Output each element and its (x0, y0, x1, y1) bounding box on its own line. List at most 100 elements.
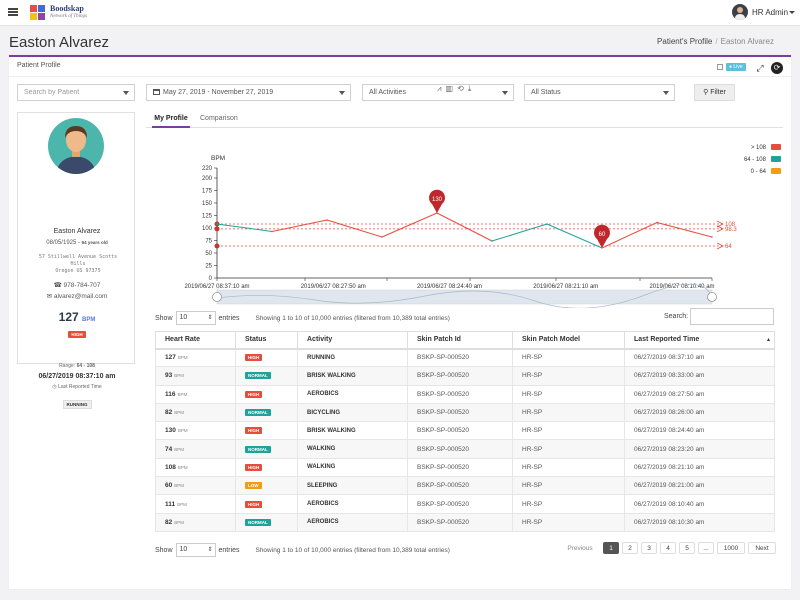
page-size-value: 10 (179, 314, 188, 321)
table-row: 60 BPM LOW SLEEPING BSKP-SP-000520 HR-SP 06/27… (155, 476, 775, 496)
patch-id-cell: BSKP-SP-000520 (407, 366, 513, 386)
patch-id-cell: BSKP-SP-000520 (407, 402, 513, 423)
table-row: 93 BPM NORMAL BRISK WALKING BSKP-SP-000520 HR… (155, 366, 775, 386)
status-cell: HIGH (235, 421, 298, 441)
column-header[interactable]: Status (235, 331, 298, 350)
y-axis-label: BPM (211, 155, 225, 162)
heart-rate-cell: 116 BPM (155, 384, 236, 404)
menu-icon[interactable] (8, 8, 18, 16)
patch-id-cell: BSKP-SP-000520 (407, 384, 513, 404)
data-point (546, 223, 548, 225)
y-tick-label: 175 (202, 189, 213, 195)
expand-icon[interactable]: ⤢ (756, 63, 764, 73)
table-row: 82 BPM NORMAL AEROBICS BSKP-SP-000520 HR-SP 06… (155, 512, 775, 532)
status-badge: NORMAL (245, 372, 271, 380)
threshold-marker (214, 226, 220, 232)
pagination-previous[interactable]: Previous (567, 545, 593, 552)
breadcrumb-link[interactable]: Patient's Profile (657, 37, 713, 46)
patient-search-select[interactable] (17, 84, 135, 101)
heart-rate-value: 82 (165, 409, 173, 417)
dob-value: 08/05/1925 (46, 240, 77, 246)
filter-button[interactable]: ⚲ Filter (694, 84, 735, 101)
address-line: Oregon US 97375 (55, 268, 101, 274)
pagination-page[interactable]: 1 (603, 542, 619, 554)
legend-item[interactable]: > 108 (751, 144, 781, 151)
user-menu-label[interactable]: HR Admin (752, 8, 789, 17)
divider (9, 76, 791, 77)
clock-icon: ◷ (52, 384, 57, 390)
pagination-page[interactable]: 4 (660, 542, 676, 554)
column-header[interactable]: Skin Patch Id (407, 331, 513, 350)
bpm-unit: BPM (174, 483, 184, 489)
pagination-ellipsis: ... (698, 542, 714, 554)
activity-select[interactable]: All Activities (362, 84, 514, 101)
heart-rate-value: 93 (165, 372, 173, 380)
breadcrumb: Patient's Profile / Easton Alvarez (657, 37, 774, 46)
activity-cell: RUNNING (297, 347, 408, 368)
zoom-handle-right[interactable] (707, 292, 717, 302)
live-checkbox[interactable] (717, 64, 723, 70)
status-select[interactable]: All Status (524, 84, 675, 101)
heart-rate-value: 130 (165, 427, 176, 435)
user-avatar[interactable] (732, 4, 748, 20)
status-cell: HIGH (235, 384, 298, 404)
column-header[interactable]: Skin Patch Model (512, 331, 625, 350)
data-point (491, 240, 493, 242)
line-chart-icon[interactable]: ⩘ (437, 84, 446, 93)
pagination-page[interactable]: 1000 (717, 542, 745, 554)
bpm-unit: BPM (177, 355, 188, 361)
activity-select-value: All Activities (369, 89, 406, 96)
patch-model-cell: HR-SP (512, 457, 625, 478)
reported-time-cell: 06/27/2019 08:10:40 am (624, 494, 775, 514)
column-header[interactable]: Activity (297, 331, 408, 350)
status-badge: HIGH (245, 463, 263, 471)
chevron-updown-icon (663, 91, 669, 95)
reported-label: ◷ Last Reported Time (18, 384, 136, 390)
pagination-page[interactable]: 2 (622, 542, 638, 554)
reported-time-cell: 06/27/2019 08:27:50 am (624, 384, 775, 404)
tab-comparison[interactable]: Comparison (200, 115, 238, 122)
activity-cell: BICYCLING (297, 402, 408, 423)
legend-item[interactable]: 64 - 108 (744, 156, 781, 163)
status-cell: NORMAL (235, 402, 298, 423)
patch-id-cell: BSKP-SP-000520 (407, 476, 513, 496)
legend-item[interactable]: 0 - 64 (751, 168, 781, 175)
live-badge[interactable]: ● Live (726, 63, 746, 71)
bpm-unit: BPM (174, 519, 184, 525)
pagination-page[interactable]: 3 (641, 542, 657, 554)
activity-badge: RUNNING (62, 400, 92, 409)
series-segment (436, 212, 493, 242)
caret-down-icon[interactable] (789, 11, 795, 14)
reported-label-text: Last Reported Time (58, 384, 102, 390)
bar-chart-icon[interactable]: ▥ (445, 84, 458, 93)
patch-model-cell: HR-SP (512, 347, 625, 368)
page-size-select[interactable]: 10 (175, 543, 216, 557)
heart-rate-cell: 130 BPM (155, 421, 236, 441)
bpm-unit: BPM (177, 464, 188, 470)
column-header[interactable]: Heart Rate (155, 331, 236, 350)
address-line: 57 Stillwell Avenue Scotts (38, 254, 118, 260)
heart-rate-chart: BPM 0 25 50 75 100 125 150 175 200 220 2019/06/27 0… (184, 155, 737, 308)
patch-model-cell: HR-SP (512, 421, 625, 441)
page-size-select[interactable]: 10 (175, 311, 216, 325)
table-search-input[interactable] (690, 308, 774, 325)
reported-time-cell: 06/27/2019 08:21:10 am (624, 457, 775, 478)
refresh-icon[interactable]: ⟳ (771, 62, 783, 74)
tab-my-profile[interactable]: My Profile (152, 112, 190, 128)
column-header-sorted[interactable]: Last Reported Time ▴ (624, 331, 775, 350)
restore-icon[interactable]: ⟲ (457, 84, 468, 93)
date-range-picker[interactable]: May 27, 2019 - November 27, 2019 (146, 84, 351, 101)
heart-rate-value: 82 (165, 518, 173, 526)
y-tick-label: 100 (202, 226, 213, 232)
pagination-page[interactable]: 5 (679, 542, 695, 554)
patient-search-input[interactable] (24, 85, 124, 100)
zoom-handle-left[interactable] (212, 292, 222, 302)
bpm-unit: BPM (177, 391, 188, 397)
table-info: Showing 1 to 10 of 10,000 entries (filte… (255, 314, 450, 322)
threshold-arrow (716, 225, 724, 233)
page-size-value: 10 (179, 546, 188, 553)
page-title: Easton Alvarez (9, 34, 110, 51)
download-icon[interactable]: ⤓ (467, 84, 476, 93)
pagination-next[interactable]: Next (748, 542, 776, 554)
patch-id-cell: BSKP-SP-000520 (407, 494, 513, 514)
